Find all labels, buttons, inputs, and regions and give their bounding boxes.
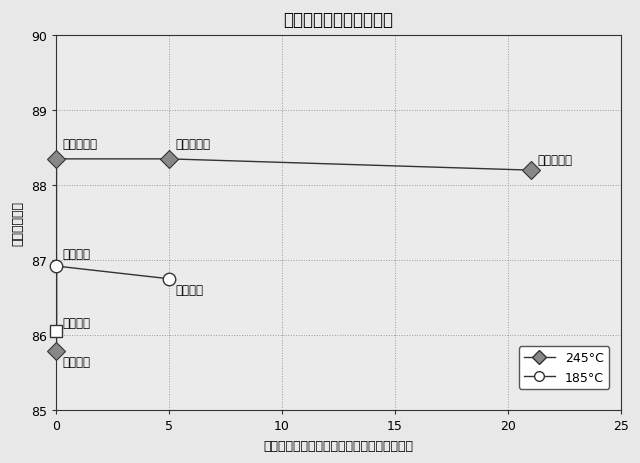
Y-axis label: 選択率（％）: 選択率（％） <box>11 200 24 245</box>
Text: 比較例３: 比較例３ <box>63 356 91 369</box>
Legend: 245°C, 185°C: 245°C, 185°C <box>519 347 609 389</box>
Text: 実施例１２: 実施例１２ <box>176 138 211 150</box>
Title: ２４時間での酸素の影響: ２４時間での酸素の影響 <box>284 11 394 29</box>
Text: 実施例６: 実施例６ <box>63 248 91 261</box>
Text: 比較例１: 比較例１ <box>63 316 91 329</box>
X-axis label: コンディショニング供給ガス中の酸素（％）: コンディショニング供給ガス中の酸素（％） <box>264 439 413 452</box>
Text: 実施例１０: 実施例１０ <box>63 138 98 150</box>
Text: 実施例１４: 実施例１４ <box>538 154 572 167</box>
Text: 実施例７: 実施例７ <box>176 283 204 296</box>
